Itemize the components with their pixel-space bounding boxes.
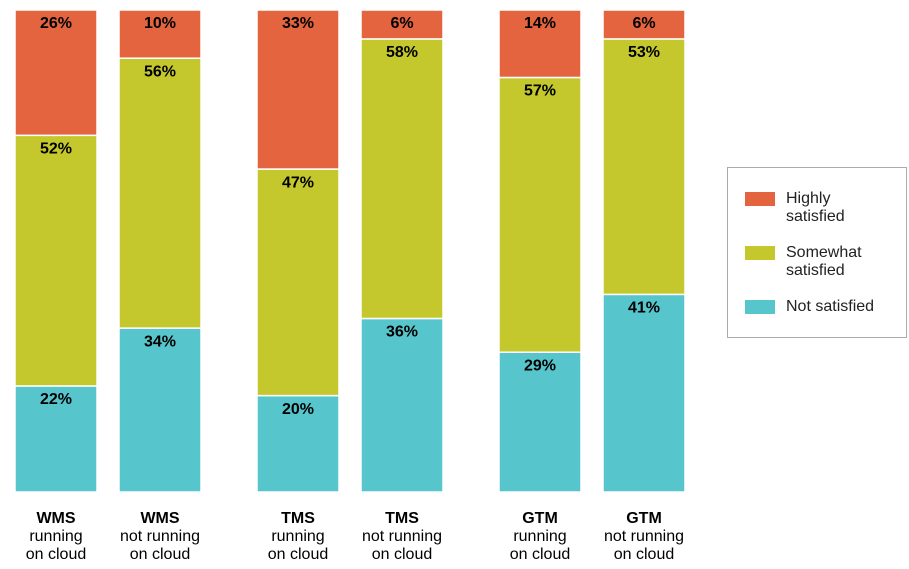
bar-segment (256, 168, 340, 397)
data-label: 33% (282, 15, 314, 32)
x-tick-label: on cloud (130, 546, 191, 563)
data-label: 34% (144, 333, 176, 350)
bar-segment (256, 9, 340, 170)
data-label: 22% (40, 391, 72, 408)
x-tick-label: on cloud (510, 546, 571, 563)
data-label: 36% (386, 324, 418, 341)
legend: Highly satisfied Somewhat satisfied Not sa… (727, 167, 907, 338)
legend-swatch (745, 300, 775, 314)
bar-segment (602, 9, 686, 40)
bar-segment (118, 57, 202, 329)
x-tick-label: running (513, 528, 566, 545)
bar-segment (360, 317, 444, 493)
bar-segment (118, 9, 202, 59)
x-tick-label: running (29, 528, 82, 545)
data-label: 6% (632, 15, 655, 32)
x-tick-label: not running (120, 528, 200, 545)
data-label: 20% (282, 401, 314, 418)
data-label: 52% (40, 141, 72, 158)
data-label: 56% (144, 63, 176, 80)
x-tick-label: running (271, 528, 324, 545)
bar-segment (14, 385, 98, 493)
x-tick-label: TMS (385, 510, 419, 527)
bar-segment (360, 9, 444, 40)
bar-segment (498, 351, 582, 493)
x-tick-label: not running (362, 528, 442, 545)
x-tick-label: GTM (626, 510, 662, 527)
legend-label: Highly satisfied (786, 190, 845, 225)
data-label: 47% (282, 174, 314, 191)
x-tick-label: WMS (140, 510, 179, 527)
x-tick-label: TMS (281, 510, 315, 527)
legend-entry: Somewhat satisfied (745, 244, 906, 280)
legend-entry: Highly satisfied (745, 190, 906, 226)
data-label: 29% (524, 357, 556, 374)
bar-segment (118, 327, 202, 493)
bar-segment (14, 9, 98, 137)
bar-segment (14, 134, 98, 387)
data-label: 41% (628, 300, 660, 317)
legend-label: Not satisfied (786, 298, 875, 315)
data-label: 53% (628, 44, 660, 61)
data-label: 57% (524, 83, 556, 100)
bar-segment (360, 38, 444, 320)
x-tick-label: GTM (522, 510, 558, 527)
bar-segment (498, 76, 582, 353)
x-tick-label: WMS (36, 510, 75, 527)
x-tick-label: on cloud (26, 546, 87, 563)
data-label: 26% (40, 15, 72, 32)
data-label: 6% (390, 15, 413, 32)
x-tick-label: on cloud (614, 546, 675, 563)
data-label: 58% (386, 44, 418, 61)
x-tick-label: on cloud (268, 546, 329, 563)
x-tick-label: on cloud (372, 546, 433, 563)
bar-segment (256, 394, 340, 493)
x-tick-label: not running (604, 528, 684, 545)
data-label: 10% (144, 15, 176, 32)
legend-label: Somewhat satisfied (786, 244, 862, 279)
data-label: 14% (524, 15, 556, 32)
legend-entry: Not satisfied (745, 298, 906, 316)
legend-swatch (745, 246, 775, 260)
legend-swatch (745, 192, 775, 206)
bar-segment (498, 9, 582, 79)
bar-segment (602, 38, 686, 296)
bar-segment (602, 293, 686, 493)
